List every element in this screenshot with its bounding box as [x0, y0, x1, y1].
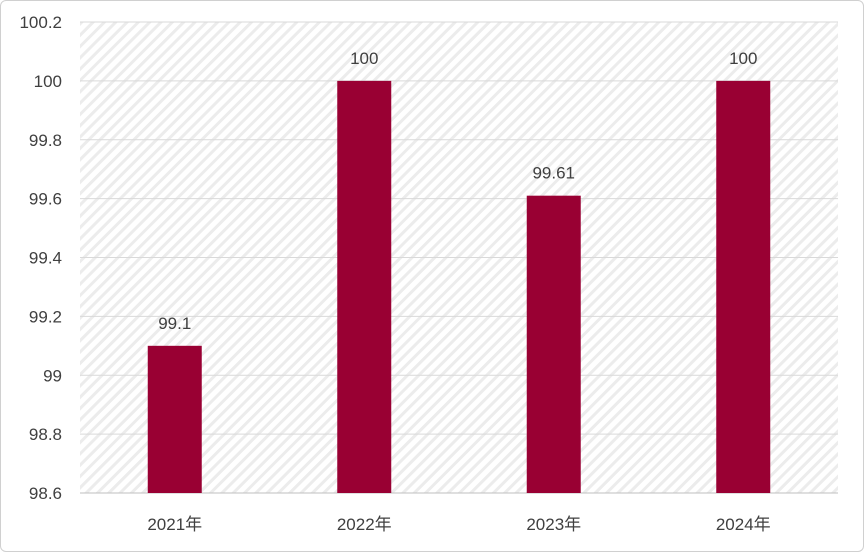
y-tick-label: 99.4	[29, 249, 62, 268]
bar	[147, 345, 202, 493]
y-tick-label: 99.6	[29, 190, 62, 209]
y-tick-label: 99.8	[29, 131, 62, 150]
bar	[716, 80, 771, 493]
x-tick-label: 2021年	[147, 515, 202, 534]
data-label: 99.1	[158, 314, 191, 333]
data-label: 100	[350, 49, 378, 68]
y-tick-label: 98.6	[29, 484, 62, 503]
x-tick-label: 2022年	[337, 515, 392, 534]
y-tick-label: 99.2	[29, 307, 62, 326]
y-tick-label: 100	[34, 72, 62, 91]
x-tick-label: 2024年	[716, 515, 771, 534]
x-tick-label: 2023年	[526, 515, 581, 534]
data-label: 99.61	[532, 164, 575, 183]
y-tick-label: 98.8	[29, 425, 62, 444]
bar	[526, 195, 581, 493]
y-tick-label: 99	[43, 366, 62, 385]
y-tick-label: 100.2	[19, 13, 62, 32]
data-label: 100	[729, 49, 757, 68]
bar	[337, 80, 392, 493]
